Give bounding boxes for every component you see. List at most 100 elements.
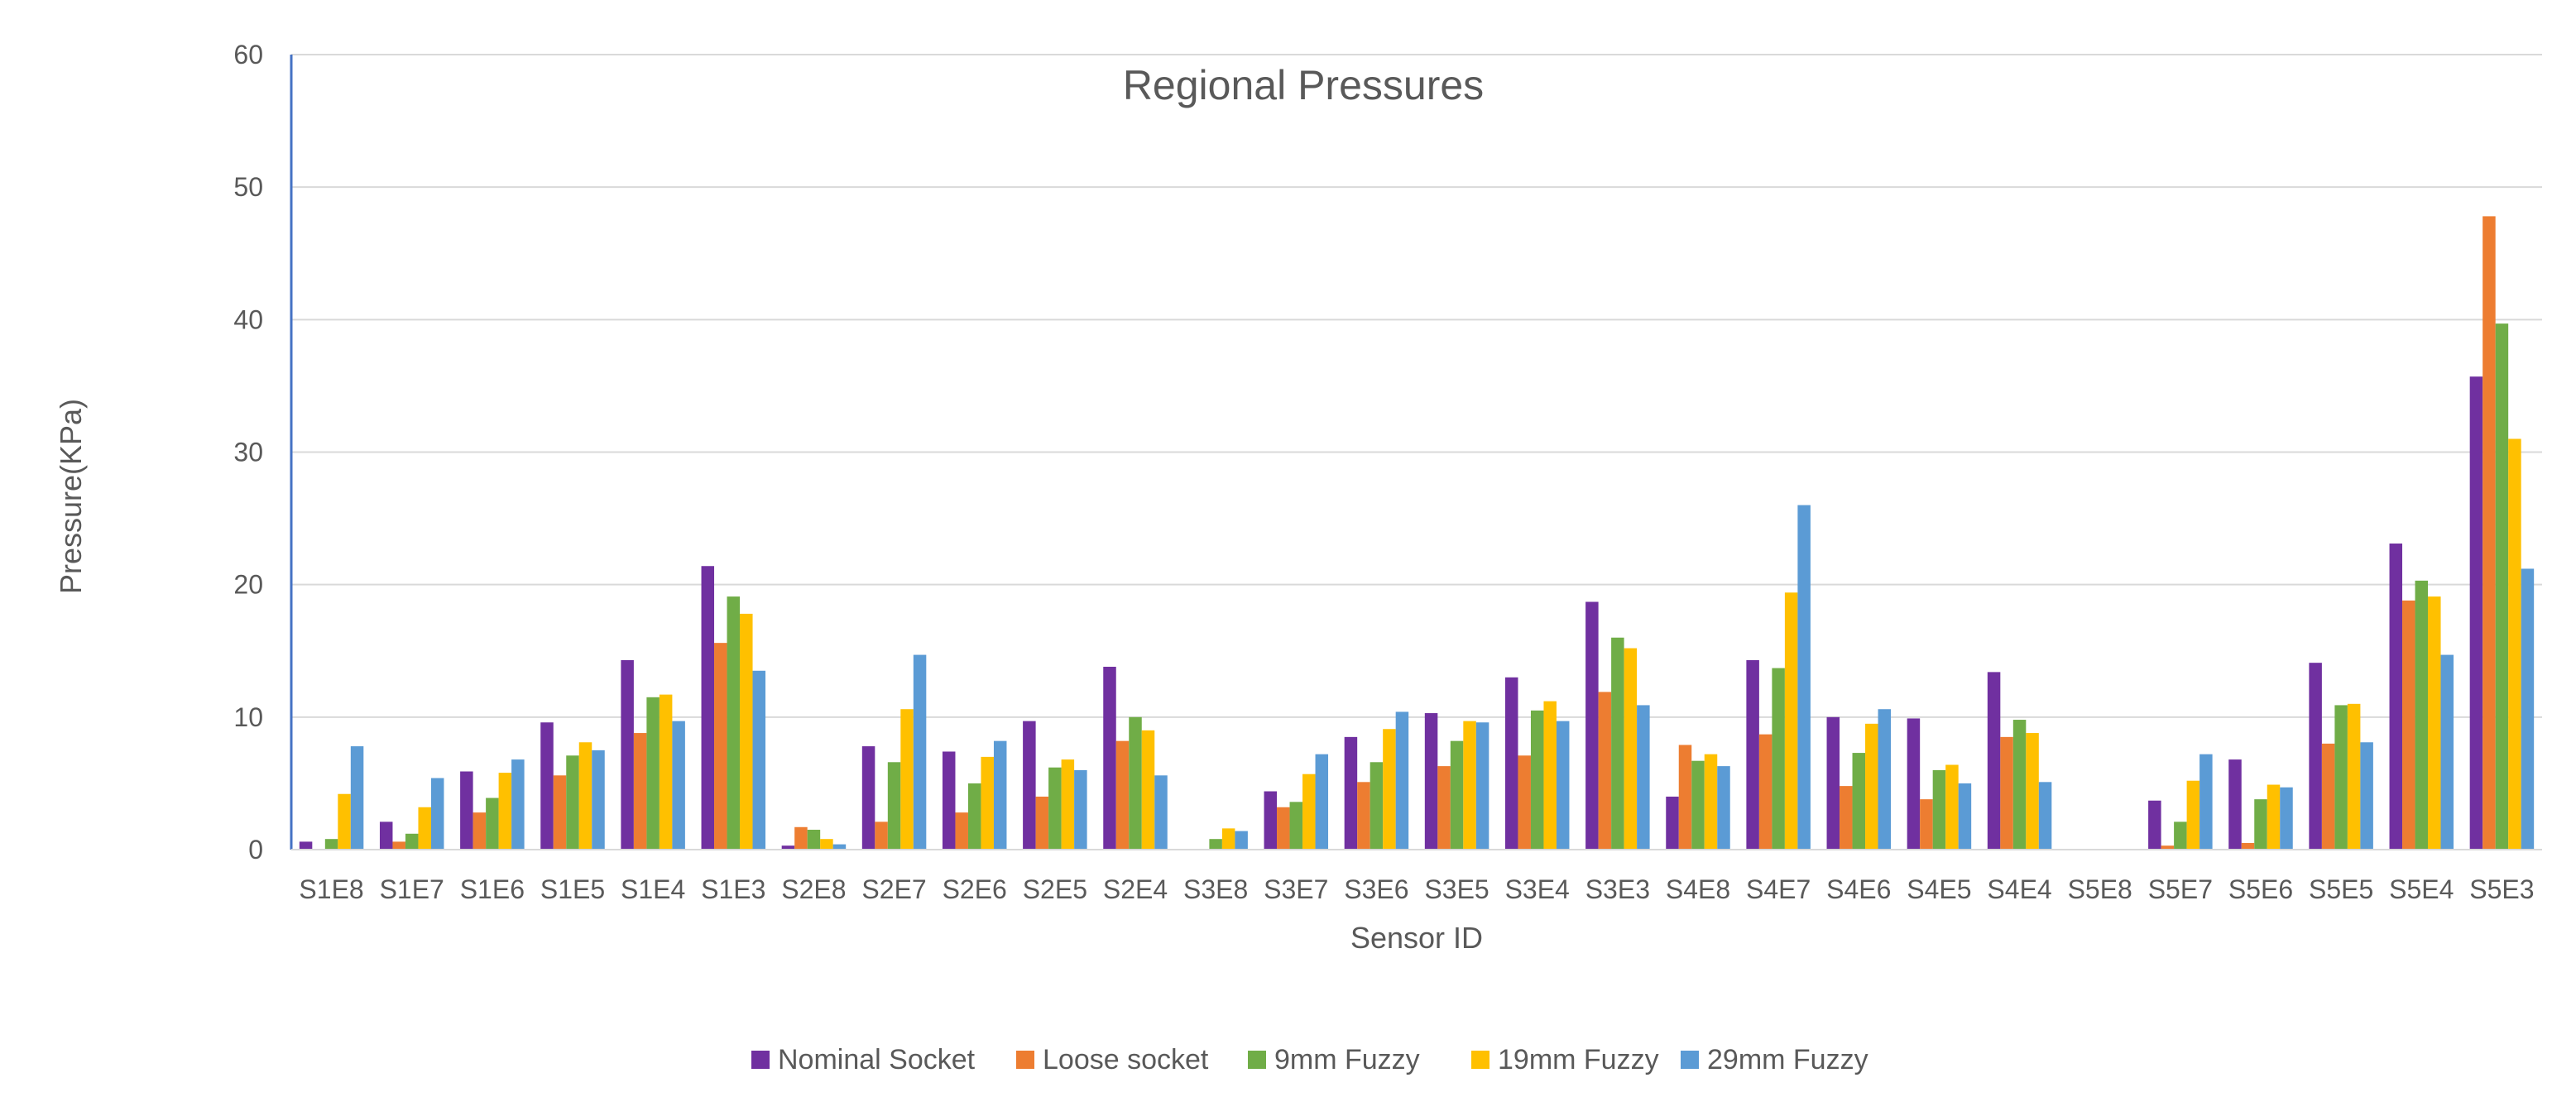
legend-label: Nominal Socket — [778, 1044, 976, 1075]
bar-19mm-fuzzy — [1221, 828, 1235, 850]
bar-loose-socket — [1035, 796, 1049, 850]
bar-29mm-fuzzy — [511, 759, 525, 850]
x-axis-title: Sensor ID — [1350, 921, 1483, 955]
bar-29mm-fuzzy — [2280, 787, 2293, 850]
y-tick-label: 0 — [248, 835, 263, 865]
x-tick-label: S3E8 — [1183, 874, 1248, 904]
y-axis-title: Pressure(KPa) — [54, 399, 88, 594]
bar-loose-socket — [473, 812, 487, 850]
bar-29mm-fuzzy — [2038, 782, 2052, 850]
bar-19mm-fuzzy — [2267, 784, 2281, 850]
y-tick-label: 50 — [233, 172, 263, 202]
bar-loose-socket — [633, 733, 647, 850]
bar-9mm-fuzzy — [1611, 637, 1624, 850]
bar-19mm-fuzzy — [1383, 729, 1396, 850]
bar-9mm-fuzzy — [1772, 668, 1785, 850]
bar-19mm-fuzzy — [2186, 780, 2200, 850]
x-tick-label: S4E8 — [1666, 874, 1730, 904]
bar-19mm-fuzzy — [1061, 759, 1075, 850]
bar-nominal-socket — [781, 845, 795, 850]
bar-loose-socket — [553, 775, 567, 850]
bar-nominal-socket — [1987, 672, 2001, 850]
bar-19mm-fuzzy — [2428, 596, 2441, 850]
bar-nominal-socket — [2309, 663, 2322, 850]
chart-title: Regional Pressures — [1123, 62, 1484, 108]
bar-9mm-fuzzy — [1852, 753, 1866, 850]
bar-nominal-socket — [1264, 791, 1278, 850]
bar-9mm-fuzzy — [1691, 760, 1705, 850]
bar-loose-socket — [1357, 782, 1370, 850]
legend-label: 29mm Fuzzy — [1707, 1044, 1868, 1075]
bar-loose-socket — [1758, 734, 1772, 850]
bars — [299, 216, 2535, 850]
y-tick-label: 20 — [233, 570, 263, 600]
y-axis-ticks: 0 10 20 30 40 50 60 — [233, 40, 263, 865]
bar-29mm-fuzzy — [430, 778, 444, 850]
bar-29mm-fuzzy — [2521, 568, 2535, 850]
bar-9mm-fuzzy — [967, 783, 981, 850]
bar-19mm-fuzzy — [2347, 703, 2361, 850]
bar-19mm-fuzzy — [1302, 774, 1316, 850]
bar-19mm-fuzzy — [2508, 438, 2521, 850]
bar-19mm-fuzzy — [1704, 754, 1718, 850]
bar-29mm-fuzzy — [1154, 775, 1168, 850]
legend-swatch — [751, 1051, 770, 1069]
bar-29mm-fuzzy — [752, 670, 766, 850]
bar-9mm-fuzzy — [1370, 762, 1384, 850]
bar-nominal-socket — [1907, 718, 1921, 850]
legend-swatch — [1248, 1051, 1266, 1069]
bar-9mm-fuzzy — [1289, 802, 1303, 850]
bar-nominal-socket — [299, 841, 313, 850]
bar-29mm-fuzzy — [350, 746, 364, 850]
bar-loose-socket — [1920, 799, 1933, 850]
bar-29mm-fuzzy — [1556, 721, 1570, 850]
bar-29mm-fuzzy — [1637, 705, 1650, 850]
bar-9mm-fuzzy — [1129, 716, 1142, 850]
x-tick-label: S2E4 — [1103, 874, 1168, 904]
legend: Nominal Socket Loose socket 9mm Fuzzy 19mm … — [751, 1044, 1868, 1075]
bar-9mm-fuzzy — [405, 833, 419, 850]
bar-nominal-socket — [460, 771, 473, 850]
bar-19mm-fuzzy — [820, 839, 833, 850]
x-tick-label: S5E5 — [2309, 874, 2373, 904]
bar-9mm-fuzzy — [807, 829, 821, 850]
bar-19mm-fuzzy — [740, 613, 753, 850]
y-tick-label: 60 — [233, 40, 263, 69]
x-tick-label: S4E5 — [1907, 874, 1971, 904]
bar-19mm-fuzzy — [1141, 730, 1155, 850]
bar-loose-socket — [1518, 755, 1531, 850]
bar-19mm-fuzzy — [2026, 733, 2039, 850]
bar-19mm-fuzzy — [981, 756, 994, 850]
bar-nominal-socket — [2228, 759, 2242, 850]
bar-9mm-fuzzy — [2495, 323, 2509, 850]
bar-29mm-fuzzy — [592, 750, 605, 850]
x-tick-label: S1E8 — [299, 874, 363, 904]
bar-19mm-fuzzy — [498, 773, 512, 850]
bar-9mm-fuzzy — [2334, 705, 2348, 850]
x-tick-label: S3E7 — [1264, 874, 1328, 904]
bar-nominal-socket — [861, 746, 875, 850]
bar-19mm-fuzzy — [1865, 723, 1878, 850]
bar-nominal-socket — [1585, 601, 1599, 850]
x-tick-label: S2E8 — [781, 874, 846, 904]
bar-29mm-fuzzy — [1797, 505, 1811, 850]
bar-9mm-fuzzy — [1450, 740, 1464, 850]
legend-label: Loose socket — [1043, 1044, 1209, 1075]
bar-19mm-fuzzy — [1543, 701, 1557, 850]
bar-9mm-fuzzy — [727, 596, 741, 850]
x-tick-label: S4E6 — [1826, 874, 1891, 904]
bar-loose-socket — [1115, 740, 1130, 850]
gridlines — [291, 54, 2542, 718]
bar-loose-socket — [2402, 600, 2415, 850]
bar-19mm-fuzzy — [1945, 764, 1959, 850]
bar-loose-socket — [875, 821, 888, 850]
x-tick-label: S2E6 — [943, 874, 1007, 904]
x-tick-label: S3E5 — [1424, 874, 1489, 904]
x-tick-label: S2E5 — [1023, 874, 1087, 904]
bar-9mm-fuzzy — [2012, 720, 2027, 850]
bar-29mm-fuzzy — [1878, 709, 1892, 850]
bar-loose-socket — [1277, 807, 1290, 850]
bar-19mm-fuzzy — [1624, 648, 1638, 850]
bar-29mm-fuzzy — [1395, 711, 1409, 850]
legend-swatch — [1681, 1051, 1699, 1069]
